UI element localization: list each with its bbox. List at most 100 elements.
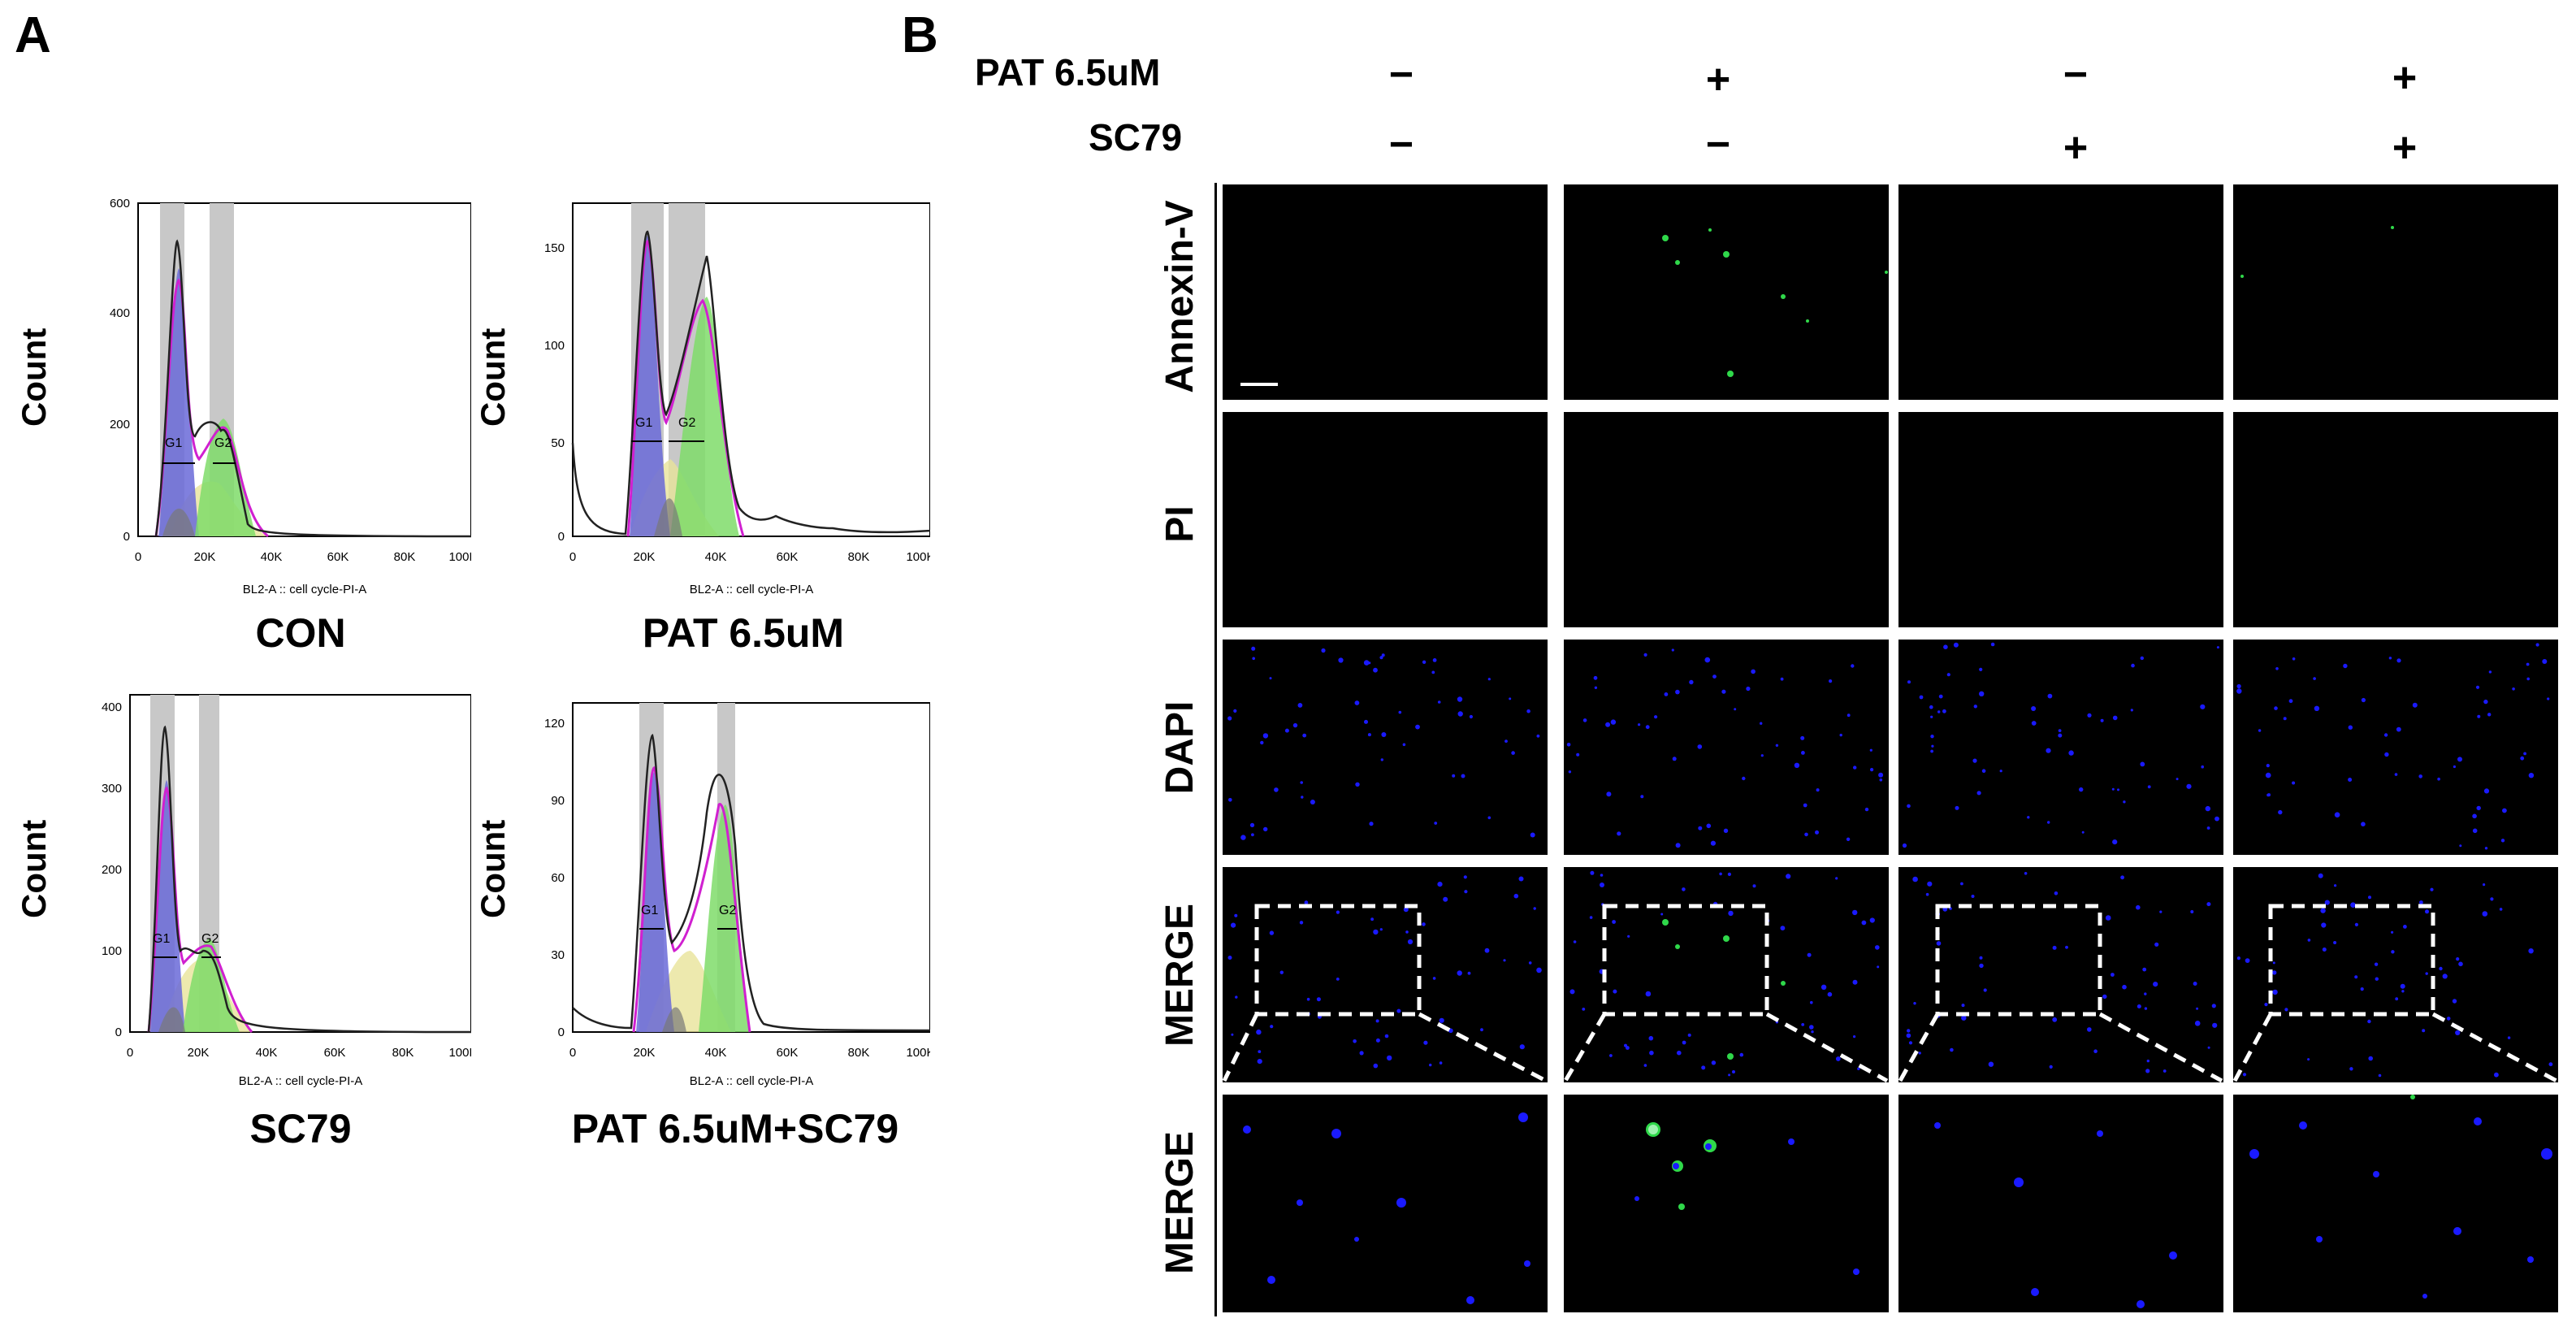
- nucleus-dot: [1316, 997, 1321, 1002]
- nucleus-dot: [2394, 773, 2398, 776]
- x-tick: 0: [135, 550, 141, 564]
- histogram-plot: G1 G2 0 50 100 150 0 20K 40K 60K 80K 100…: [544, 202, 930, 596]
- nucleus-dot: [2194, 1021, 2201, 1026]
- row-label-merge-zoom: MERGE: [1158, 1131, 1201, 1275]
- nucleus-dot: [1373, 1063, 1379, 1069]
- nucleus-dot: [1504, 739, 1508, 743]
- nucleus-dot: [1594, 686, 1598, 689]
- histogram-label: SC79: [249, 1106, 352, 1151]
- nucleus-dot: [1627, 935, 1630, 938]
- nucleus-dot: [1710, 840, 1716, 846]
- nucleus-dot: [1375, 1019, 1379, 1023]
- nucleus-dot: [2401, 990, 2405, 993]
- zoom-green-cells: [1646, 1095, 2415, 1210]
- nucleus-dot: [2484, 847, 2488, 850]
- nucleus-dot: [2321, 922, 2327, 928]
- nucleus-dot: [1457, 711, 1463, 717]
- nucleus-dot: [1706, 823, 1712, 829]
- nucleus-dot: [1827, 991, 1833, 997]
- nucleus-dot: [1443, 896, 1448, 902]
- nucleus-dot: [1815, 830, 1819, 835]
- nucleus-dot: [1811, 1030, 1814, 1034]
- nucleus-dot: [2483, 788, 2490, 794]
- nucleus-dot: [2100, 718, 2104, 722]
- nucleus-dot: [2159, 910, 2163, 913]
- nucleus-dot: [1373, 667, 1378, 673]
- nucleus-dot: [2205, 805, 2210, 812]
- nucleus-dot: [1487, 678, 1491, 681]
- nucleus-dot: [1439, 1017, 1444, 1023]
- nucleus-dot: [2163, 1069, 2167, 1073]
- nucleus-dot: [2275, 667, 2279, 670]
- nucleus-dot: [1321, 648, 1326, 653]
- nucleus-dot: [2307, 1058, 2310, 1061]
- nucleus-dot: [1257, 1059, 1262, 1065]
- nucleus-dot: [1929, 705, 1933, 709]
- nucleus-dot: [1381, 732, 1387, 737]
- dapi-blue-dots: [1227, 642, 2550, 850]
- nucleus-dot: [1942, 709, 1946, 713]
- nucleus-dot: [1645, 991, 1652, 997]
- nucleus-dot: [2065, 945, 2068, 949]
- nucleus-dot: [2348, 725, 2353, 730]
- gate-label-g2: G2: [719, 904, 736, 917]
- x-tick: 60K: [324, 1046, 346, 1060]
- sign-sc79-1: −: [1388, 121, 1414, 168]
- nucleus-dot: [1852, 909, 1858, 916]
- nucleus-dot: [2457, 757, 2462, 762]
- nucleus-dot: [2459, 844, 2462, 848]
- nucleus-dot: [1875, 945, 1880, 950]
- nucleus-dot: [2258, 729, 2262, 732]
- y-tick: 100: [544, 339, 565, 353]
- nucleus-dot: [2396, 726, 2401, 732]
- nucleus-dot: [2058, 729, 2062, 732]
- nucleus-dot: [2267, 793, 2271, 797]
- nucleus-dot: [2350, 902, 2356, 908]
- nucleus-dot: [1728, 1073, 1731, 1077]
- nucleus-dot: [2476, 805, 2481, 811]
- nucleus-dot: [1775, 744, 1779, 747]
- x-tick: 80K: [394, 550, 416, 564]
- nucleus-dot: [2274, 706, 2278, 710]
- nucleus-dot: [1870, 768, 1874, 772]
- nucleus-dot: [2206, 902, 2211, 907]
- nucleus-dot: [2111, 787, 2115, 791]
- nucleus-dot: [1354, 700, 1360, 705]
- microscopy-grid: [1223, 184, 2558, 1312]
- y-tick: 300: [102, 782, 122, 796]
- image-merge-zoom-1: [1223, 1095, 1548, 1312]
- nucleus-dot: [2236, 683, 2241, 689]
- nucleus-dot: [1528, 961, 1532, 965]
- nucleus-dot: [2348, 778, 2353, 782]
- nucleus-dot: [1999, 770, 2002, 773]
- nucleus-dot: [2024, 872, 2028, 875]
- nucleus-dot: [1396, 1008, 1401, 1013]
- nucleus-dot: [1484, 948, 1490, 953]
- nucleus-dot: [2502, 808, 2507, 813]
- nucleus-dot: [1809, 1025, 1814, 1030]
- nucleus-dot: [1626, 1046, 1630, 1050]
- merge-green-dots: [1662, 919, 1786, 1060]
- y-tick: 0: [558, 530, 565, 544]
- nucleus-dot: [1839, 733, 1842, 737]
- nucleus-dot: [2374, 962, 2379, 966]
- nucleus-dot: [2153, 982, 2158, 987]
- nucleus-dot: [1231, 1033, 1234, 1036]
- nucleus-dot: [1786, 874, 1791, 879]
- nucleus-dot: [1643, 1064, 1647, 1067]
- y-tick: 0: [115, 1026, 122, 1039]
- nucleus-dot: [1503, 959, 1506, 962]
- nucleus-dot: [1530, 832, 1535, 838]
- nucleus-dot: [1511, 751, 1515, 755]
- nucleus-dot: [1712, 674, 1717, 679]
- nucleus-dot: [1452, 774, 1456, 778]
- x-tick: 60K: [777, 1046, 799, 1060]
- image-annexin-1: [1223, 184, 1548, 400]
- nucleus-dot: [2176, 778, 2179, 781]
- nucleus-dot: [1463, 875, 1467, 879]
- nucleus-dot: [1780, 926, 1786, 930]
- nucleus-dot: [2283, 717, 2287, 721]
- nucleus-dot: [1422, 922, 1426, 926]
- gate-label-g1: G1: [635, 416, 652, 430]
- x-tick: 40K: [256, 1046, 278, 1060]
